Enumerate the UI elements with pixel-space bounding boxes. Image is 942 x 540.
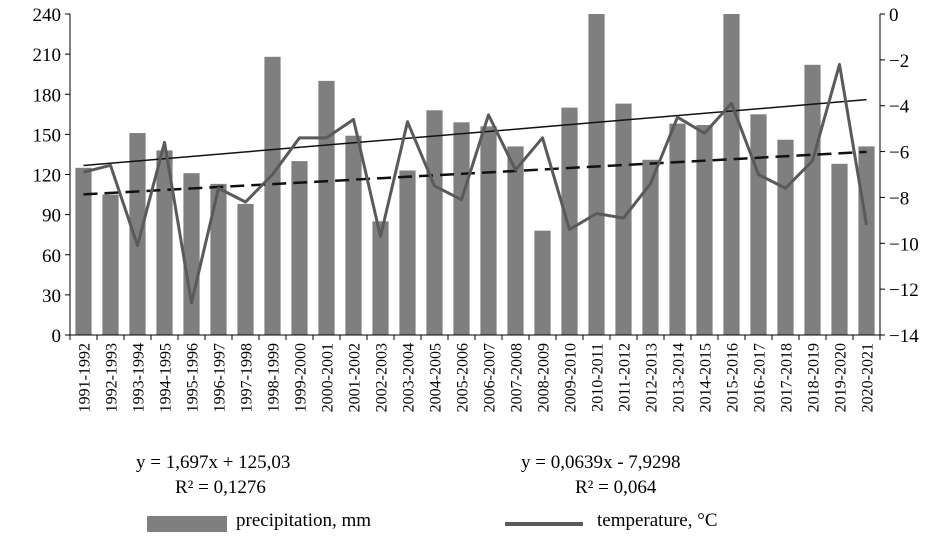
precipitation-bar-2007-2008 — [507, 146, 524, 335]
x-tick-label: 2003-2004 — [401, 343, 418, 412]
left-tick-label: 90 — [42, 206, 61, 227]
right-tick-label: −10 — [889, 234, 919, 255]
precipitation-bar-2020-2021 — [858, 146, 875, 335]
x-tick-label: 2018-2019 — [806, 343, 823, 412]
right-tick-label: −8 — [889, 188, 909, 209]
x-tick-label: 2011-2012 — [617, 343, 634, 412]
precipitation-bar-1999-2000 — [291, 161, 308, 335]
x-tick-label: 2004-2005 — [428, 343, 445, 412]
x-tick-label: 2020-2021 — [860, 343, 877, 412]
precipitation-bar-2001-2002 — [345, 135, 362, 335]
tick-labels-group: 0 30 60 90 120 150 180 210 240 0 −2 −4 −6 −8 −10 −12 −14… — [33, 5, 920, 412]
temperature-line — [83, 62, 868, 305]
precipitation-bar-2002-2003 — [372, 221, 389, 335]
precipitation-bar-2018-2019 — [804, 64, 821, 335]
x-tick-label: 2000-2001 — [320, 343, 337, 412]
precipitation-bar-1991-1992 — [75, 167, 92, 335]
x-tick-label: 2012-2013 — [644, 343, 661, 412]
precipitation-r-squared: R² = 0,1276 — [175, 477, 266, 498]
axes-group — [65, 13, 885, 340]
precipitation-bar-1998-1999 — [264, 56, 281, 336]
precipitation-bar-2000-2001 — [318, 80, 335, 335]
x-tick-label: 2006-2007 — [482, 343, 499, 412]
precipitation-bar-2009-2010 — [561, 107, 578, 335]
legend-temperature-swatch — [505, 522, 583, 526]
x-tick-label: 1999-2000 — [293, 343, 310, 412]
bars-group — [75, 14, 875, 336]
precipitation-bar-2006-2007 — [480, 126, 497, 335]
precipitation-equation: y = 1,697x + 125,03 — [136, 452, 291, 473]
left-tick-label: 240 — [33, 5, 62, 26]
left-tick-label: 150 — [33, 125, 62, 146]
x-tick-label: 2019-2020 — [833, 343, 850, 412]
precipitation-bar-2012-2013 — [642, 159, 659, 335]
x-tick-label: 2014-2015 — [698, 343, 715, 412]
x-tick-label: 1992-1993 — [104, 343, 121, 412]
precipitation-bar-2013-2014 — [669, 123, 686, 335]
left-tick-label: 120 — [33, 166, 62, 187]
x-tick-label: 2013-2014 — [671, 343, 688, 412]
x-tick-label: 1994-1995 — [158, 343, 175, 412]
precipitation-bar-2005-2006 — [453, 122, 470, 336]
x-tick-label: 1997-1998 — [239, 343, 256, 412]
temperature-equation: y = 0,0639x - 7,9298 — [521, 452, 681, 473]
x-tick-label: 2015-2016 — [725, 343, 742, 412]
x-tick-label: 2009-2010 — [563, 343, 580, 412]
left-tick-label: 180 — [33, 85, 62, 106]
precipitation-bar-1997-1998 — [237, 203, 254, 335]
precipitation-bar-2017-2018 — [777, 139, 794, 335]
right-tick-label: −14 — [889, 326, 919, 347]
legend-precipitation-label: precipitation, mm — [236, 510, 372, 531]
x-tick-label: 2010-2011 — [590, 343, 607, 412]
legend-precipitation-swatch — [147, 516, 227, 532]
precipitation-bar-1994-1995 — [156, 150, 173, 335]
left-tick-label: 210 — [33, 45, 62, 66]
precipitation-bar-2008-2009 — [534, 230, 551, 335]
x-tick-label: 1993-1994 — [131, 343, 148, 412]
precipitation-bar-2015-2016 — [723, 14, 740, 335]
x-tick-label: 2002-2003 — [374, 343, 391, 412]
x-tick-label: 2017-2018 — [779, 343, 796, 412]
right-tick-label: 0 — [889, 5, 899, 26]
precipitation-bar-1992-1993 — [102, 194, 119, 335]
temperature-trendline — [83, 150, 867, 196]
precipitation-bar-1995-1996 — [183, 173, 200, 335]
precipitation-bar-2019-2020 — [831, 163, 848, 335]
legend-temperature-label: temperature, °C — [597, 510, 718, 531]
x-tick-label: 2016-2017 — [752, 343, 769, 412]
right-tick-label: −2 — [889, 51, 909, 72]
precipitation-bar-2016-2017 — [750, 114, 767, 335]
precipitation-bar-2003-2004 — [399, 170, 416, 335]
temperature-r-squared: R² = 0,064 — [575, 477, 657, 498]
x-tick-label: 2001-2002 — [347, 343, 364, 412]
left-tick-label: 30 — [42, 286, 61, 307]
precipitation-bar-2014-2015 — [696, 125, 713, 335]
x-tick-label: 1996-1997 — [212, 343, 229, 412]
precipitation-bar-2010-2011 — [588, 14, 605, 335]
x-tick-label: 2008-2009 — [536, 343, 553, 412]
x-tick-label: 2005-2006 — [455, 343, 472, 412]
x-tick-label: 2007-2008 — [509, 343, 526, 412]
right-tick-label: −6 — [889, 143, 909, 164]
left-tick-label: 0 — [52, 326, 62, 347]
temperature-line-group — [83, 62, 868, 305]
precipitation-bar-1996-1997 — [210, 183, 227, 335]
right-tick-label: −4 — [889, 97, 910, 118]
precipitation-bar-2004-2005 — [426, 110, 443, 335]
x-tick-label: 1998-1999 — [266, 343, 283, 412]
precipitation-trendline — [83, 98, 867, 167]
x-tick-label: 1991-1992 — [77, 343, 94, 412]
right-tick-label: −12 — [889, 280, 919, 301]
precipitation-bar-1993-1994 — [129, 133, 146, 335]
x-tick-label: 1995-1996 — [185, 343, 202, 412]
trendlines-group — [83, 98, 867, 196]
left-tick-label: 60 — [42, 246, 61, 267]
